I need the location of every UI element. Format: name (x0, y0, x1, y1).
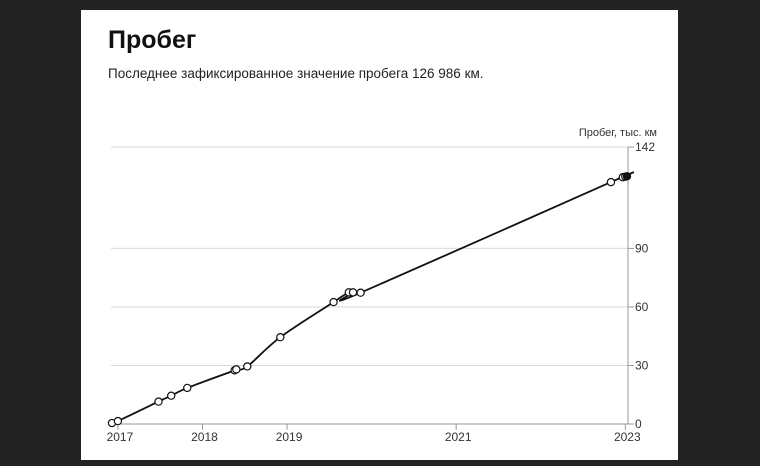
grid-lines (111, 146, 628, 366)
y-tick-label: 60 (635, 300, 649, 314)
x-tick-label: 2019 (276, 430, 303, 444)
x-tick-label: 2021 (445, 430, 472, 444)
chart-card: Пробег Последнее зафиксированное значени… (81, 10, 678, 460)
y-tick-label: 30 (635, 358, 649, 372)
y-axis-label: Пробег, тыс. км (579, 127, 657, 139)
chart-subtitle: Последнее зафиксированное значение пробе… (108, 66, 484, 81)
data-point[interactable] (356, 288, 365, 297)
y-tick-label: 0 (635, 417, 642, 431)
mileage-chart: 2017 2018 2019 2021 2023 0 30 60 90 142 Пробег, … (107, 127, 657, 444)
data-point[interactable] (329, 297, 338, 307)
x-axis: 2017 2018 2019 2021 2023 (107, 423, 641, 444)
y-tick-label: 142 (635, 140, 655, 154)
x-tick-label: 2018 (191, 430, 218, 444)
data-point[interactable] (166, 391, 176, 400)
x-tick-label: 2023 (614, 430, 641, 444)
data-points (107, 172, 632, 428)
last-data-point[interactable] (622, 172, 632, 181)
data-point[interactable] (243, 362, 252, 371)
data-point[interactable] (154, 397, 163, 406)
data-point[interactable] (606, 177, 616, 187)
data-point[interactable] (276, 332, 285, 342)
x-tick-label: 2017 (107, 430, 134, 444)
data-point[interactable] (232, 365, 241, 374)
chart-title: Пробег (108, 26, 197, 54)
data-point[interactable] (183, 383, 192, 393)
data-point[interactable] (113, 416, 123, 426)
y-tick-label: 90 (635, 241, 649, 255)
data-point[interactable] (348, 288, 358, 297)
y-axis: 0 30 60 90 142 (627, 140, 655, 431)
